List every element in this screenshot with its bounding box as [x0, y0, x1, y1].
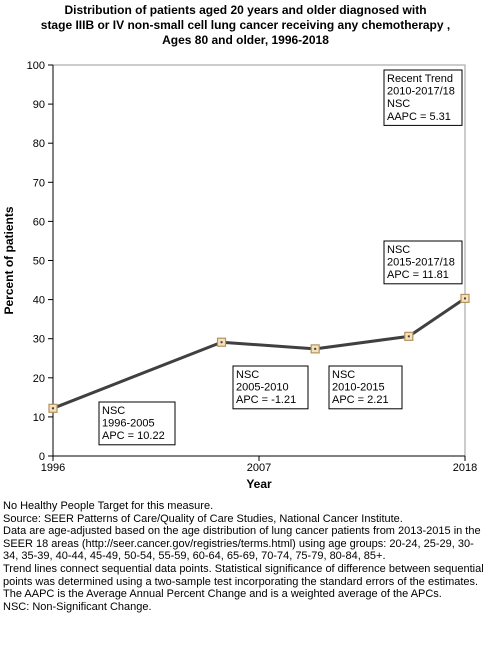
series-line-group — [48, 293, 470, 413]
annotation-text: 2010-2015 — [332, 382, 385, 394]
x-axis-label: Year — [246, 477, 272, 491]
footnotes: No Healthy People Target for this measur… — [3, 500, 489, 613]
annotation-text: 2010-2017/18 — [387, 86, 455, 98]
x-axis: 1996 2007 2018 — [41, 455, 477, 474]
x-tick-label: 2007 — [247, 462, 271, 474]
y-tick-label: 90 — [33, 99, 45, 111]
y-tick-label: 50 — [33, 256, 45, 268]
y-axis-label: Percent of patients — [2, 206, 16, 314]
data-point-center — [464, 297, 466, 300]
y-tick-label: 30 — [33, 334, 45, 346]
annotation-text: APC = -1.21 — [236, 394, 296, 406]
annotation-text: APC = 2.21 — [332, 394, 389, 406]
y-tick-label: 0 — [39, 451, 45, 463]
annotation-text: NSC — [236, 369, 259, 381]
chart-title-line-2: stage IIIB or IV non-small cell lung can… — [40, 18, 451, 32]
y-tick-label: 80 — [33, 138, 45, 150]
y-tick-label: 100 — [27, 60, 45, 72]
data-point-center — [220, 341, 223, 344]
y-tick-label: 40 — [33, 295, 45, 307]
annotation-text: 2015-2017/18 — [387, 257, 455, 269]
footnote-4: Trend lines connect sequential data poin… — [3, 562, 484, 588]
chart-title-line-3: Ages 80 and older, 1996-2018 — [162, 33, 329, 47]
data-point-center — [314, 347, 317, 350]
annotation-text: NSC — [332, 369, 355, 381]
y-tick-label: 10 — [33, 412, 45, 424]
annotation-box — [383, 240, 463, 285]
x-tick-label: 1996 — [41, 462, 65, 474]
footnote-6: NSC: Non-Significant Change. — [3, 600, 152, 613]
annotation-text: Recent Trend — [387, 73, 453, 85]
chart-title-line-1: Distribution of patients aged 20 years a… — [64, 3, 427, 17]
annotation-box — [98, 401, 176, 446]
annotation-text: 1996-2005 — [102, 418, 155, 430]
annotation-box — [328, 365, 403, 410]
footnote-5: The AAPC is the Average Annual Percent C… — [3, 588, 442, 601]
y-axis: 0 10 20 30 40 50 60 70 80 90 100 — [27, 60, 54, 463]
annotation-text: AAPC = 5.31 — [387, 111, 451, 123]
line-chart: 0 10 20 30 40 50 60 70 80 90 100 1996 2007 2018 Perc… — [2, 60, 477, 491]
data-point-center — [407, 335, 410, 338]
y-tick-label: 20 — [33, 373, 45, 385]
y-tick-label: 60 — [33, 216, 45, 228]
annotation-text: APC = 10.22 — [102, 430, 165, 442]
annotation-text: NSC — [387, 98, 410, 110]
y-tick-label: 70 — [33, 177, 45, 189]
annotation-text: NSC — [102, 405, 125, 417]
chart-title: Distribution of patients aged 20 years a… — [20, 3, 471, 48]
footnote-3: Data are age-adjusted based on the age d… — [3, 525, 481, 563]
data-point-center — [52, 407, 54, 410]
annotation-box — [232, 365, 309, 410]
annotation-box — [383, 69, 463, 126]
footnote-2: Source: SEER Patterns of Care/Quality of… — [3, 512, 403, 525]
annotation-text: 2005-2010 — [236, 382, 289, 394]
x-tick-label: 2018 — [453, 462, 477, 474]
annotation-text: APC = 11.81 — [387, 269, 449, 281]
annotation-text: NSC — [387, 244, 410, 256]
footnote-1: No Healthy People Target for this measur… — [3, 500, 214, 512]
